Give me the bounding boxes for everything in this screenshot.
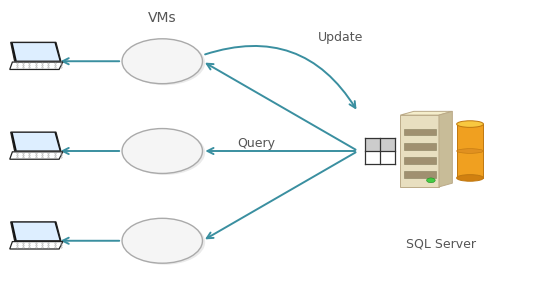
Circle shape bbox=[426, 178, 435, 183]
Circle shape bbox=[125, 40, 205, 85]
Polygon shape bbox=[13, 133, 59, 150]
Ellipse shape bbox=[457, 175, 483, 181]
Text: VMs: VMs bbox=[148, 11, 177, 25]
Polygon shape bbox=[10, 242, 63, 249]
Polygon shape bbox=[11, 132, 61, 151]
Polygon shape bbox=[11, 222, 61, 241]
Polygon shape bbox=[10, 152, 63, 159]
Polygon shape bbox=[404, 129, 436, 135]
Circle shape bbox=[122, 129, 203, 173]
Polygon shape bbox=[11, 42, 61, 61]
Polygon shape bbox=[404, 171, 436, 178]
Polygon shape bbox=[404, 143, 436, 149]
Polygon shape bbox=[400, 115, 439, 187]
Text: SQL Server: SQL Server bbox=[406, 237, 476, 250]
Circle shape bbox=[122, 39, 203, 84]
Polygon shape bbox=[365, 137, 395, 151]
Polygon shape bbox=[457, 124, 483, 178]
Ellipse shape bbox=[457, 121, 483, 127]
Polygon shape bbox=[13, 43, 59, 61]
Text: Query: Query bbox=[237, 137, 275, 150]
Polygon shape bbox=[439, 111, 452, 187]
Polygon shape bbox=[404, 157, 436, 164]
Ellipse shape bbox=[457, 149, 483, 153]
Circle shape bbox=[125, 220, 205, 265]
Circle shape bbox=[125, 130, 205, 175]
Circle shape bbox=[122, 218, 203, 263]
Polygon shape bbox=[13, 223, 59, 240]
Text: Update: Update bbox=[318, 31, 363, 44]
Polygon shape bbox=[10, 62, 63, 69]
Polygon shape bbox=[400, 111, 452, 115]
